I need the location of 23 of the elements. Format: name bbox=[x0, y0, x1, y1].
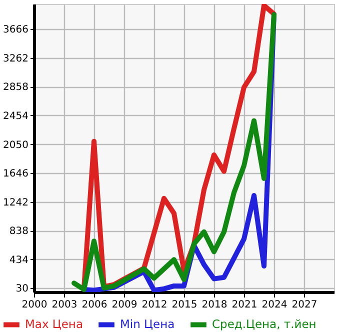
x-tick-label: 2021 bbox=[232, 300, 258, 310]
y-tick-label: 2050 bbox=[3, 140, 28, 151]
legend-label: Min Цена bbox=[120, 316, 175, 331]
x-tick-label: 2003 bbox=[52, 300, 78, 310]
y-tick-label: 838 bbox=[9, 226, 28, 238]
x-tick-label: 2015 bbox=[172, 300, 198, 310]
legend-label: Max Цена bbox=[25, 316, 83, 331]
y-tick-label: 1242 bbox=[3, 197, 28, 208]
x-tick-label: 2027 bbox=[292, 300, 318, 310]
x-tick-label: 2006 bbox=[82, 300, 108, 310]
x-tick-label: 2024 bbox=[262, 300, 288, 310]
legend-label: Сред.Цена, т.йен bbox=[212, 316, 316, 331]
x-tick-label: 2009 bbox=[112, 300, 138, 310]
x-tick-label: 2018 bbox=[202, 300, 228, 310]
x-tick-label: 2000 bbox=[22, 300, 48, 310]
y-tick-label: 1646 bbox=[3, 168, 28, 180]
y-tick-label: 30 bbox=[16, 284, 28, 295]
y-tick-label: 3666 bbox=[3, 24, 28, 36]
y-tick-label: 3262 bbox=[3, 53, 28, 64]
y-tick-label: 2858 bbox=[3, 82, 28, 94]
y-tick-label: 434 bbox=[9, 254, 28, 266]
y-tick-label: 2454 bbox=[3, 111, 28, 122]
x-tick-label: 2012 bbox=[142, 300, 168, 310]
